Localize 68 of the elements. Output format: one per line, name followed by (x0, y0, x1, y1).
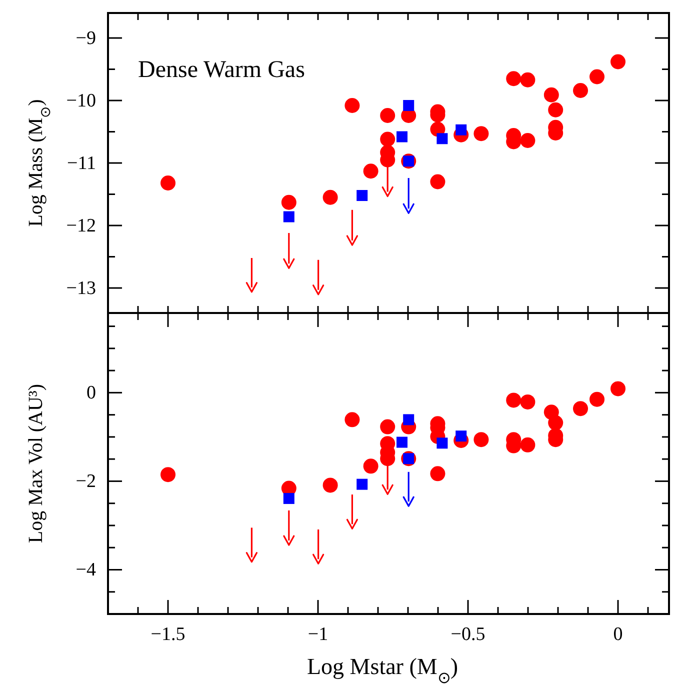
y-tick-label: −2 (76, 471, 96, 492)
point (344, 412, 360, 428)
text: Dense Warm Gas (138, 57, 305, 83)
point (312, 284, 324, 296)
point (281, 194, 296, 210)
point (403, 414, 414, 426)
point (322, 478, 338, 493)
point (590, 392, 604, 407)
point (356, 190, 368, 201)
point (520, 133, 536, 148)
point (402, 496, 414, 507)
point (456, 124, 467, 136)
point (312, 554, 324, 564)
point (544, 87, 559, 102)
point (402, 203, 414, 214)
point (322, 190, 338, 205)
y-tick-label: −11 (66, 153, 96, 174)
point (548, 415, 564, 430)
point (520, 394, 536, 410)
y-tick-label: −12 (66, 216, 96, 236)
point (346, 518, 358, 530)
point (474, 126, 489, 142)
point (474, 432, 489, 448)
point (380, 419, 396, 434)
x-tick-label: −1.5 (150, 624, 186, 645)
x-tick-label: 0 (613, 624, 623, 645)
point (344, 98, 360, 113)
point (283, 258, 295, 269)
point (363, 458, 378, 474)
point (160, 176, 176, 190)
x-axis-title: Log Mstar (M$_{⊙}$) (307, 654, 458, 684)
point (363, 164, 378, 179)
point (436, 133, 448, 144)
point (520, 437, 536, 452)
point (160, 467, 176, 482)
point (548, 102, 564, 118)
point (573, 401, 588, 416)
point (382, 484, 394, 495)
point (610, 381, 626, 396)
y-tick-label: −4 (76, 560, 96, 581)
point (610, 54, 626, 70)
point (246, 552, 258, 563)
point (380, 132, 396, 147)
y-tick-label: −10 (66, 90, 96, 112)
point (403, 100, 414, 111)
y-axis-title: Log Max Vol (AU³) (25, 384, 47, 544)
point (506, 71, 522, 86)
y-tick-label: −13 (66, 278, 96, 299)
point (430, 174, 446, 190)
point (382, 186, 394, 198)
x-tick-label: −0.5 (450, 624, 486, 645)
point (283, 535, 295, 546)
point (396, 436, 408, 448)
point (590, 69, 604, 84)
point (346, 235, 358, 246)
y-tick-label: −9 (76, 28, 96, 49)
point (283, 211, 294, 222)
point (246, 282, 258, 293)
point (356, 478, 368, 490)
point (380, 108, 396, 123)
point (430, 466, 446, 482)
point (283, 492, 294, 504)
y-tick-label: 0 (86, 382, 96, 404)
point (506, 392, 522, 408)
point (573, 83, 588, 98)
point (520, 72, 536, 88)
point (396, 131, 408, 142)
x-tick-label: −1 (308, 624, 328, 645)
